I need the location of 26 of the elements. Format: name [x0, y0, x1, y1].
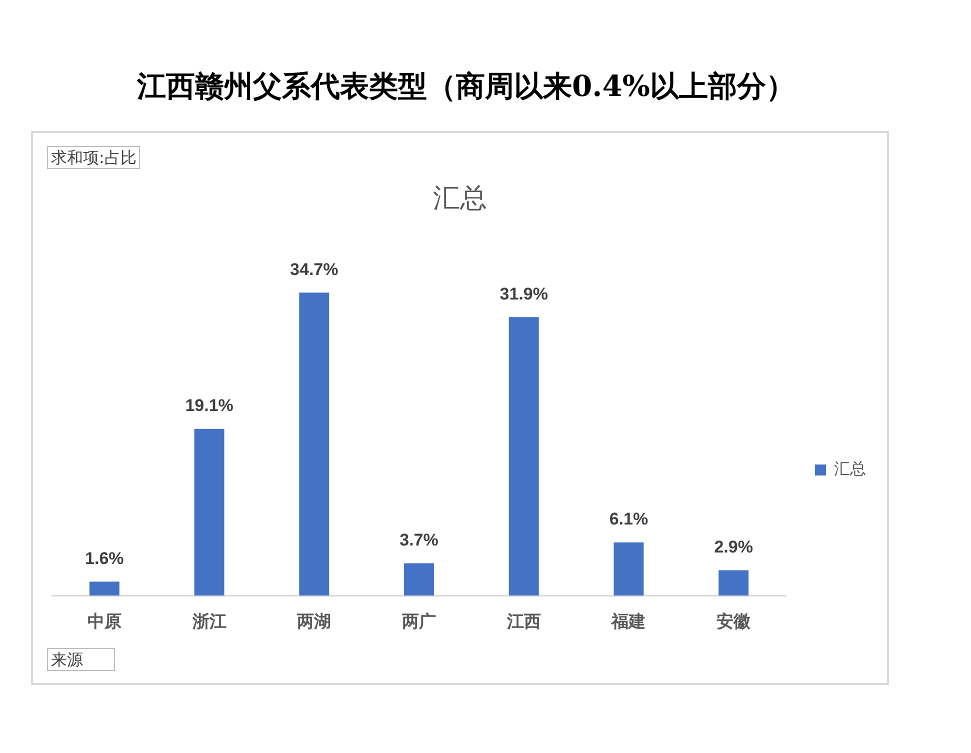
x-tick-label: 安徽 [716, 612, 752, 632]
data-label: 3.7% [400, 530, 438, 550]
bar [614, 542, 644, 596]
bar [299, 292, 330, 596]
text: 求和项:占比 [47, 146, 140, 169]
data-label: 6.1% [609, 510, 648, 529]
x-tick-label: 中原 [87, 612, 122, 632]
data-label: 34.7% [290, 260, 338, 279]
bar [718, 570, 749, 596]
data-label: 31.9% [500, 284, 548, 304]
bar [194, 428, 224, 596]
bar [89, 582, 120, 596]
data-label: 2.9% [714, 537, 753, 556]
data-label: 1.6% [85, 548, 124, 568]
bar [404, 563, 434, 596]
x-tick-label: 两广 [401, 612, 436, 632]
x-tick-label: 福建 [610, 612, 646, 632]
x-tick-label: 两湖 [296, 612, 332, 632]
x-tick-label: 江西 [506, 612, 541, 632]
legend-label: 汇总 [834, 459, 866, 478]
chart-title: 江西赣州父系代表类型（商周以来0.4%以上部分） [136, 68, 796, 105]
text: 来源 [47, 648, 115, 671]
x-tick-label: 浙江 [191, 612, 226, 632]
chart-subtitle: 汇总 [432, 182, 488, 216]
bar [508, 317, 539, 596]
data-label: 19.1% [185, 396, 234, 416]
